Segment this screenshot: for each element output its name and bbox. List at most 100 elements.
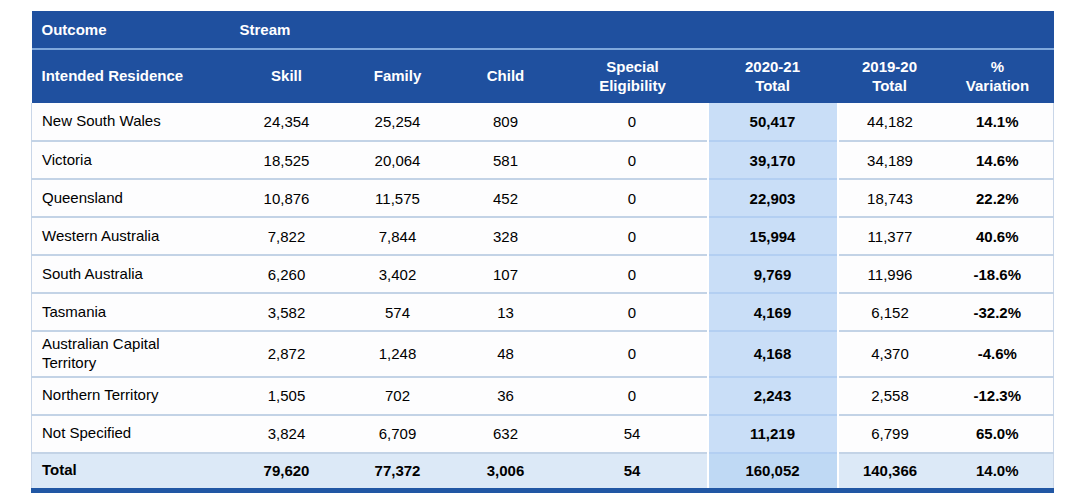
total-label: Total <box>32 453 232 491</box>
cell-2019-20-total: 4,370 <box>838 331 942 377</box>
cell-2019-20-total: 6,152 <box>838 293 942 331</box>
cell-child: 452 <box>454 179 558 217</box>
header-row-outcome-stream: Outcome Stream <box>32 11 1054 49</box>
cell-2020-21-total: 9,769 <box>708 255 838 293</box>
cell-residence: Western Australia <box>32 217 232 255</box>
cell-skill: 3,582 <box>232 293 342 331</box>
table-row-queensland: Queensland 10,876 11,575 452 0 22,903 18… <box>32 179 1054 217</box>
cell-family: 11,575 <box>342 179 454 217</box>
cell-family: 20,064 <box>342 141 454 179</box>
table-row-not-specified: Not Specified 3,824 6,709 632 54 11,219 … <box>32 415 1054 453</box>
cell-percent-variation: 65.0% <box>942 415 1054 453</box>
migration-outcome-table: Outcome Stream Intended Residence Skill … <box>31 11 1054 493</box>
table-row-australian-capital-territory: Australian Capital Territory 2,872 1,248… <box>32 331 1054 377</box>
cell-child: 107 <box>454 255 558 293</box>
cell-residence: Tasmania <box>32 293 232 331</box>
cell-family: 25,254 <box>342 103 454 141</box>
total-family: 77,372 <box>342 453 454 491</box>
cell-residence: Victoria <box>32 141 232 179</box>
cell-skill: 10,876 <box>232 179 342 217</box>
cell-family: 3,402 <box>342 255 454 293</box>
cell-percent-variation: -4.6% <box>942 331 1054 377</box>
total-2020-21-total: 160,052 <box>708 453 838 491</box>
cell-residence: Not Specified <box>32 415 232 453</box>
table-row-northern-territory: Northern Territory 1,505 702 36 0 2,243 … <box>32 377 1054 415</box>
cell-2020-21-total: 4,168 <box>708 331 838 377</box>
cell-residence: Northern Territory <box>32 377 232 415</box>
cell-2019-20-total: 11,377 <box>838 217 942 255</box>
column-header-skill: Skill <box>232 49 342 103</box>
cell-special-eligibility: 0 <box>558 217 708 255</box>
cell-2020-21-total: 11,219 <box>708 415 838 453</box>
cell-residence: Australian Capital Territory <box>32 331 232 377</box>
cell-percent-variation: 14.1% <box>942 103 1054 141</box>
cell-family: 574 <box>342 293 454 331</box>
outcome-header: Outcome <box>32 11 232 49</box>
cell-2019-20-total: 18,743 <box>838 179 942 217</box>
cell-2020-21-total: 22,903 <box>708 179 838 217</box>
cell-skill: 2,872 <box>232 331 342 377</box>
stream-header: Stream <box>232 11 1054 49</box>
cell-percent-variation: 22.2% <box>942 179 1054 217</box>
cell-child: 581 <box>454 141 558 179</box>
cell-skill: 18,525 <box>232 141 342 179</box>
cell-2019-20-total: 6,799 <box>838 415 942 453</box>
cell-residence: New South Wales <box>32 103 232 141</box>
cell-percent-variation: -32.2% <box>942 293 1054 331</box>
cell-2019-20-total: 34,189 <box>838 141 942 179</box>
cell-special-eligibility: 54 <box>558 415 708 453</box>
table-row-western-australia: Western Australia 7,822 7,844 328 0 15,9… <box>32 217 1054 255</box>
cell-2019-20-total: 44,182 <box>838 103 942 141</box>
total-child: 3,006 <box>454 453 558 491</box>
cell-2020-21-total: 39,170 <box>708 141 838 179</box>
cell-percent-variation: 14.6% <box>942 141 1054 179</box>
table-row-total: Total 79,620 77,372 3,006 54 160,052 140… <box>32 453 1054 491</box>
cell-child: 48 <box>454 331 558 377</box>
total-special-eligibility: 54 <box>558 453 708 491</box>
cell-skill: 1,505 <box>232 377 342 415</box>
table-row-new-south-wales: New South Wales 24,354 25,254 809 0 50,4… <box>32 103 1054 141</box>
header-row-columns: Intended Residence Skill Family Child Sp… <box>32 49 1054 103</box>
column-header-special-eligibility: SpecialEligibility <box>558 49 708 103</box>
column-header-2019-20-total: 2019-20Total <box>838 49 942 103</box>
cell-2020-21-total: 50,417 <box>708 103 838 141</box>
cell-skill: 24,354 <box>232 103 342 141</box>
cell-2019-20-total: 2,558 <box>838 377 942 415</box>
cell-family: 6,709 <box>342 415 454 453</box>
table-row-south-australia: South Australia 6,260 3,402 107 0 9,769 … <box>32 255 1054 293</box>
cell-special-eligibility: 0 <box>558 293 708 331</box>
cell-2020-21-total: 4,169 <box>708 293 838 331</box>
cell-2020-21-total: 2,243 <box>708 377 838 415</box>
cell-special-eligibility: 0 <box>558 331 708 377</box>
cell-2020-21-total: 15,994 <box>708 217 838 255</box>
cell-special-eligibility: 0 <box>558 103 708 141</box>
cell-child: 809 <box>454 103 558 141</box>
column-header-2020-21-total: 2020-21Total <box>708 49 838 103</box>
cell-family: 7,844 <box>342 217 454 255</box>
cell-family: 702 <box>342 377 454 415</box>
migration-outcome-table-container: Outcome Stream Intended Residence Skill … <box>31 11 1054 493</box>
column-header-child: Child <box>454 49 558 103</box>
cell-percent-variation: 40.6% <box>942 217 1054 255</box>
cell-child: 13 <box>454 293 558 331</box>
cell-2019-20-total: 11,996 <box>838 255 942 293</box>
total-percent-variation: 14.0% <box>942 453 1054 491</box>
cell-child: 36 <box>454 377 558 415</box>
column-header-percent-variation: %Variation <box>942 49 1054 103</box>
cell-skill: 6,260 <box>232 255 342 293</box>
table-row-victoria: Victoria 18,525 20,064 581 0 39,170 34,1… <box>32 141 1054 179</box>
cell-percent-variation: -18.6% <box>942 255 1054 293</box>
table-row-tasmania: Tasmania 3,582 574 13 0 4,169 6,152 -32.… <box>32 293 1054 331</box>
cell-child: 328 <box>454 217 558 255</box>
cell-percent-variation: -12.3% <box>942 377 1054 415</box>
total-skill: 79,620 <box>232 453 342 491</box>
column-header-family: Family <box>342 49 454 103</box>
cell-skill: 3,824 <box>232 415 342 453</box>
cell-special-eligibility: 0 <box>558 377 708 415</box>
cell-special-eligibility: 0 <box>558 141 708 179</box>
total-2019-20-total: 140,366 <box>838 453 942 491</box>
cell-special-eligibility: 0 <box>558 255 708 293</box>
cell-residence: South Australia <box>32 255 232 293</box>
cell-family: 1,248 <box>342 331 454 377</box>
cell-residence: Queensland <box>32 179 232 217</box>
